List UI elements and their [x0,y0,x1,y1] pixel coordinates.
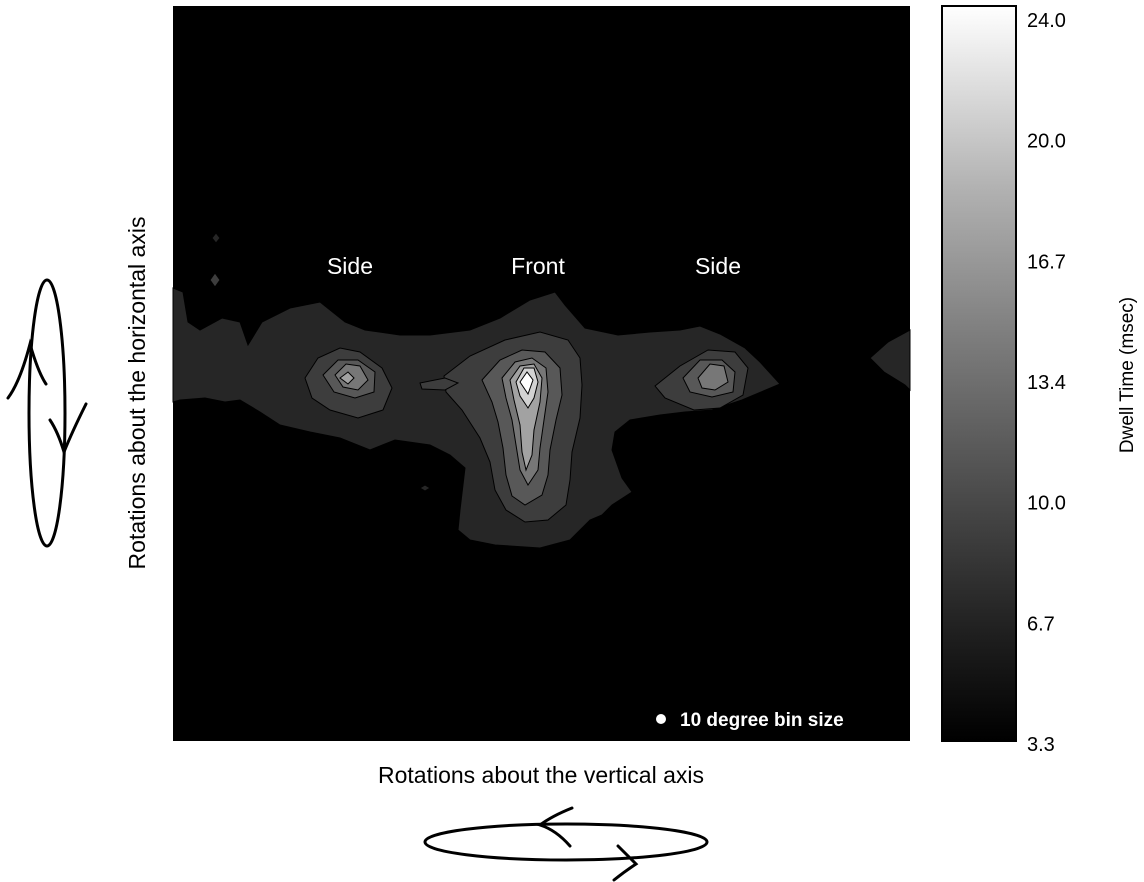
x-axis-label: Rotations about the vertical axis [378,762,704,788]
colorbar-tick-label: 6.7 [1027,613,1055,635]
annotation-side-right: Side [695,253,741,279]
bin-size-note: 10 degree bin size [680,710,844,731]
colorbar-tick-label: 10.0 [1027,493,1066,515]
colorbar-tick-label: 3.3 [1027,734,1055,756]
colorbar [941,5,1017,742]
contour-speck-1 [211,232,221,244]
contour-speck-3 [419,484,431,492]
contour-level-2-bridge [419,377,460,391]
contour-level-4-right [697,363,729,391]
contour-level-1-right [869,329,911,392]
bin-size-marker [656,714,666,724]
contour-speck-2 [209,272,221,288]
contour-level-7-center [519,371,534,396]
vertical-rotation-icon [423,806,709,882]
contour-level-5-left [339,371,355,385]
colorbar-ticks: 24.0 20.0 16.7 13.4 10.0 6.7 3.3 [1027,10,1066,756]
colorbar-tick-label: 13.4 [1027,372,1066,394]
annotation-front: Front [511,253,565,279]
heatmap-contours [172,232,911,549]
annotation-side-left: Side [327,253,373,279]
horizontal-rotation-icon [6,278,88,548]
colorbar-tick-label: 20.0 [1027,131,1066,153]
colorbar-tick-label: 24.0 [1027,10,1066,32]
colorbar-label: Dwell Time (msec) [1117,297,1138,453]
y-axis-label: Rotations about the horizontal axis [124,217,150,570]
colorbar-tick-label: 16.7 [1027,251,1066,273]
